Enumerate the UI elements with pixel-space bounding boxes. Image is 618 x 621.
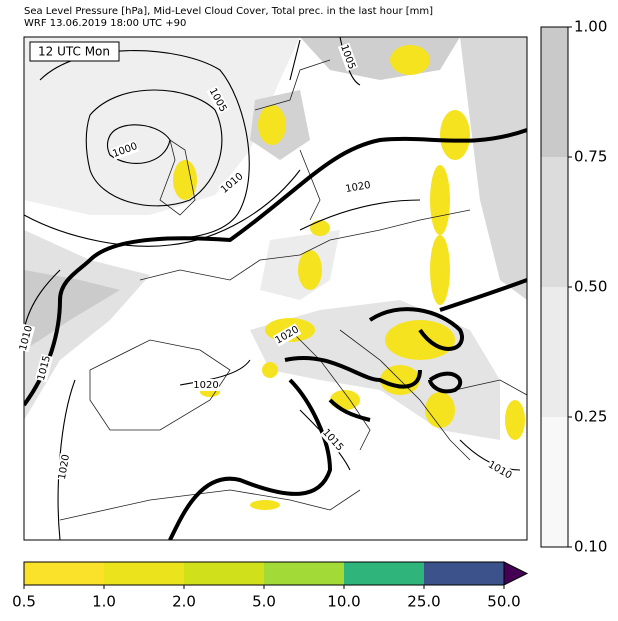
isobar-bold (24, 128, 527, 540)
contour-label: 1020 (345, 180, 372, 195)
cloud-colorbar: 1.00 0.75 0.50 0.25 0.10 (540, 18, 607, 556)
colorbar-segment (264, 562, 344, 585)
colorbar-segment (184, 562, 264, 585)
coastline (59, 59, 527, 521)
precip-colorbar: 0.5 1.0 2.0 5.0 10.0 25.0 50.0 (12, 561, 529, 611)
colorbar-tick-label: 1.00 (574, 18, 607, 36)
cloud-area (460, 37, 527, 300)
colorbar-tick-label: 0.10 (574, 538, 607, 556)
time-label-box (29, 41, 120, 62)
colorbar-tick-label: 25.0 (407, 593, 440, 611)
cloud-area (24, 270, 120, 350)
colorbar-segment (104, 562, 184, 585)
colorbar-tick-label: 10.0 (327, 593, 360, 611)
colorbar-tick-label: 0.50 (574, 278, 607, 296)
colorbar-segment (424, 562, 504, 585)
colorbar-tick-label: 2.0 (172, 593, 196, 611)
contour-label-bg (110, 139, 140, 161)
colorbar-extension (503, 561, 529, 586)
contour-label-bg (16, 323, 36, 353)
colorbar-tick-label: 1.0 (92, 593, 116, 611)
map: 12 UTC Mon 10051000101010051020101510101… (16, 36, 528, 541)
contour-label-bg (319, 426, 347, 454)
colorbar-segment (541, 287, 568, 417)
colorbar-tick-label: 50.0 (487, 593, 520, 611)
header-line1: Sea Level Pressure [hPa], Mid-Level Clou… (24, 6, 433, 17)
header-line2: WRF 13.06.2019 18:00 UTC +90 (24, 18, 186, 29)
colorbar-segment (541, 27, 568, 157)
contour-label-bg (337, 42, 359, 72)
contour-label-bg (55, 453, 73, 481)
contour-label: 1020 (57, 454, 72, 481)
contour-label-bg (34, 353, 54, 383)
colorbar-segment (24, 562, 104, 585)
contour-label-bg (193, 379, 219, 391)
contour-label-bg (206, 85, 230, 115)
cloud-area (24, 37, 300, 215)
colorbar-segment (541, 417, 568, 547)
colorbar-tick-label: 0.5 (12, 593, 36, 611)
contour-label-bg (272, 323, 302, 347)
contour-label-bg (485, 458, 515, 482)
colorbar-segment (344, 562, 424, 585)
contour-label: 1020 (193, 380, 218, 391)
colorbar-segment (541, 157, 568, 287)
colorbar-tick-label: 0.75 (574, 148, 607, 166)
map-frame (23, 36, 528, 541)
colorbar-tick-label: 5.0 (252, 593, 276, 611)
colorbar-tick-label: 0.25 (574, 408, 607, 426)
time-label: 12 UTC Mon (38, 45, 110, 59)
contour-label-bg (344, 178, 372, 196)
contour-label-bg (218, 170, 246, 196)
